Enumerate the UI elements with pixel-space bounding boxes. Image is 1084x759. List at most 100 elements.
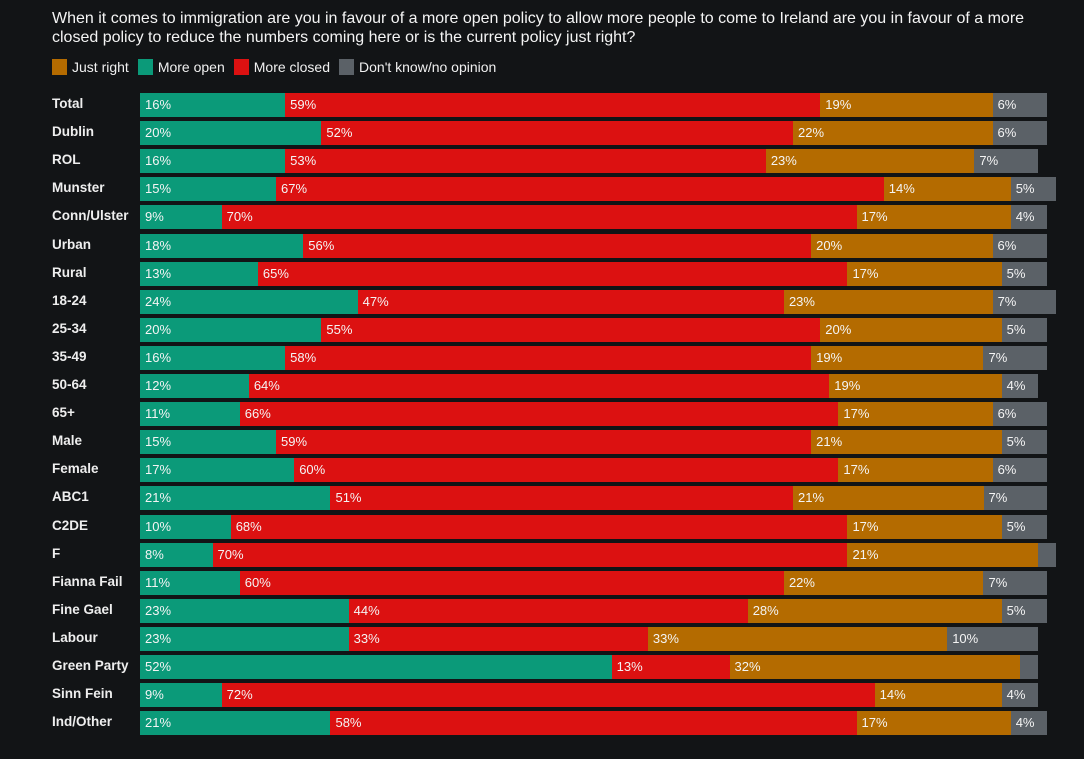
stacked-bar: 16% 59% 19% 6%	[140, 93, 1047, 117]
bar-row: 35-49 16% 58% 19% 7%	[0, 346, 1084, 370]
legend-item-more-closed: More closed	[233, 59, 330, 75]
bar-segment-dont-know: 10%	[947, 627, 1038, 651]
bar-segment-dont-know	[1019, 655, 1038, 679]
category-label: 50-64	[52, 377, 87, 392]
stacked-bar: 16% 58% 19% 7%	[140, 346, 1047, 370]
bar-segment-dont-know: 6%	[992, 234, 1047, 258]
stacked-bar: 23% 33% 33% 10%	[140, 627, 1038, 651]
category-label: Fianna Fail	[52, 574, 123, 589]
category-label: C2DE	[52, 518, 89, 533]
bar-row: 18-24 24% 47% 23% 7%	[0, 290, 1084, 314]
bar-segment-more-open: 12%	[140, 374, 249, 398]
data-label: 20%	[825, 322, 852, 337]
bar-segment-more-open: 18%	[140, 234, 304, 258]
bar-segment-dont-know: 6%	[992, 121, 1047, 145]
data-label: 23%	[770, 153, 797, 168]
bar-segment-more-open: 16%	[140, 93, 286, 117]
bar-segment-more-open: 21%	[140, 711, 331, 735]
bar-segment-just-right: 23%	[783, 290, 993, 314]
data-label: 47%	[362, 294, 389, 309]
bar-segment-more-open: 13%	[140, 262, 258, 286]
category-label: Urban	[52, 237, 92, 252]
category-label: Fine Gael	[52, 602, 113, 617]
data-label: 53%	[290, 153, 317, 168]
data-label: 51%	[335, 490, 362, 505]
stacked-bar: 11% 60% 22% 7%	[140, 571, 1047, 595]
bar-segment-dont-know	[1037, 543, 1057, 567]
bar-segment-dont-know: 7%	[974, 149, 1038, 173]
category-label: Labour	[52, 630, 98, 645]
legend: Just right More open More closed Don't know…	[52, 59, 505, 75]
stacked-bar: 9% 70% 17% 4%	[140, 205, 1047, 229]
data-label: 68%	[235, 519, 262, 534]
bar-segment-just-right: 17%	[856, 205, 1011, 229]
data-label: 28%	[752, 603, 779, 618]
bar-segment-just-right: 23%	[765, 149, 975, 173]
bar-row: ROL 16% 53% 23% 7%	[0, 149, 1084, 173]
bar-segment-dont-know: 7%	[992, 290, 1057, 314]
data-label: 23%	[145, 603, 172, 618]
data-label: 52%	[326, 125, 353, 140]
data-label: 33%	[652, 631, 679, 646]
data-label: 13%	[145, 266, 172, 281]
data-label: 66%	[244, 406, 271, 421]
legend-swatch	[233, 59, 249, 75]
data-label: 24%	[145, 294, 172, 309]
bar-segment-more-open: 10%	[140, 515, 231, 539]
data-label: 9%	[145, 687, 164, 702]
data-label: 55%	[326, 322, 353, 337]
stacked-bar: 24% 47% 23% 7%	[140, 290, 1057, 314]
data-label: 17%	[843, 406, 870, 421]
bar-segment-more-closed: 64%	[248, 374, 830, 398]
bar-segment-more-closed: 55%	[321, 318, 821, 342]
bar-segment-more-closed: 59%	[276, 430, 812, 454]
data-label: 56%	[308, 238, 335, 253]
bar-segment-just-right: 21%	[793, 486, 984, 510]
bar-segment-just-right: 21%	[847, 543, 1038, 567]
bar-segment-more-open: 20%	[140, 121, 322, 145]
legend-item-more-open: More open	[137, 59, 225, 75]
bar-segment-more-open: 24%	[140, 290, 358, 314]
bar-segment-just-right: 33%	[647, 627, 948, 651]
bar-row: Labour 23% 33% 33% 10%	[0, 627, 1084, 651]
data-label: 9%	[145, 209, 164, 224]
data-label: 10%	[145, 519, 172, 534]
data-label: 5%	[1015, 181, 1035, 196]
bar-segment-more-closed: 58%	[330, 711, 857, 735]
data-label: 5%	[1006, 603, 1026, 618]
data-label: 21%	[145, 715, 172, 730]
bar-segment-more-closed: 60%	[294, 458, 839, 482]
legend-swatch	[137, 59, 153, 75]
stacked-bar: 23% 44% 28% 5%	[140, 599, 1047, 623]
data-label: 70%	[226, 209, 253, 224]
data-label: 22%	[798, 125, 825, 140]
category-label: 65+	[52, 405, 75, 420]
stacked-bar: 17% 60% 17% 6%	[140, 458, 1047, 482]
category-label: ROL	[52, 152, 81, 167]
data-label: 6%	[997, 406, 1017, 421]
bar-segment-dont-know: 5%	[1001, 515, 1047, 539]
legend-label: More open	[157, 59, 225, 75]
data-label: 6%	[997, 238, 1017, 253]
category-label: Ind/Other	[52, 714, 112, 729]
data-label: 21%	[816, 434, 843, 449]
data-label: 58%	[290, 350, 317, 365]
data-label: 72%	[226, 687, 253, 702]
data-label: 19%	[834, 378, 861, 393]
bar-segment-more-closed: 47%	[357, 290, 784, 314]
bar-segment-dont-know: 5%	[1010, 177, 1057, 201]
chart-title: When it comes to immigration are you in …	[52, 10, 1025, 46]
bar-row: Fianna Fail 11% 60% 22% 7%	[0, 571, 1084, 595]
bar-segment-more-open: 52%	[140, 655, 612, 679]
bar-segment-more-open: 8%	[140, 543, 213, 567]
bar-segment-more-open: 23%	[140, 599, 349, 623]
bar-segment-just-right: 22%	[783, 571, 984, 595]
bar-segment-more-closed: 68%	[230, 515, 848, 539]
stacked-bar: 52% 13% 32%	[140, 655, 1038, 679]
data-label: 59%	[290, 97, 317, 112]
category-label: 25-34	[52, 321, 87, 336]
data-label: 11%	[145, 575, 171, 590]
category-label: 35-49	[52, 349, 87, 364]
data-label: 20%	[816, 238, 843, 253]
data-label: 7%	[997, 294, 1017, 309]
